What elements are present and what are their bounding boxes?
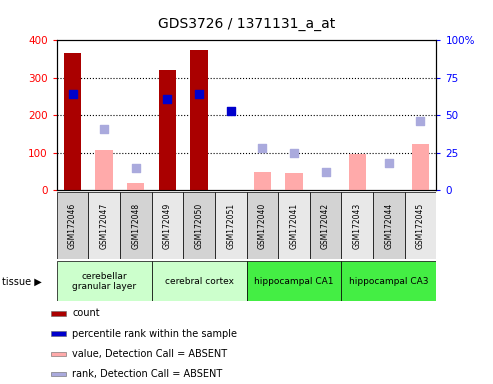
Bar: [373, 192, 405, 259]
Point: [195, 91, 203, 97]
Text: GSM172044: GSM172044: [385, 202, 393, 249]
Bar: [96, 150, 113, 190]
Bar: [127, 183, 144, 190]
Bar: [88, 192, 120, 259]
Bar: [246, 261, 341, 301]
Point: [100, 126, 108, 132]
Text: hippocampal CA1: hippocampal CA1: [254, 277, 334, 286]
Point: [417, 118, 424, 124]
Bar: [64, 53, 81, 190]
Bar: [51, 331, 66, 336]
Bar: [152, 261, 246, 301]
Point: [321, 169, 329, 175]
Text: GSM172048: GSM172048: [131, 202, 141, 249]
Bar: [253, 172, 271, 190]
Bar: [183, 192, 215, 259]
Text: hippocampal CA3: hippocampal CA3: [349, 277, 428, 286]
Bar: [341, 261, 436, 301]
Text: value, Detection Call = ABSENT: value, Detection Call = ABSENT: [72, 349, 227, 359]
Text: GSM172043: GSM172043: [352, 202, 362, 249]
Text: percentile rank within the sample: percentile rank within the sample: [72, 329, 237, 339]
Bar: [190, 50, 208, 190]
Bar: [310, 192, 341, 259]
Bar: [405, 192, 436, 259]
Text: GDS3726 / 1371131_a_at: GDS3726 / 1371131_a_at: [158, 17, 335, 31]
Bar: [57, 192, 88, 259]
Text: cerebellar
granular layer: cerebellar granular layer: [72, 271, 136, 291]
Bar: [159, 70, 176, 190]
Bar: [341, 192, 373, 259]
Bar: [120, 192, 152, 259]
Point: [132, 164, 140, 170]
Bar: [278, 192, 310, 259]
Point: [290, 149, 298, 156]
Text: GSM172042: GSM172042: [321, 202, 330, 249]
Bar: [246, 192, 278, 259]
Text: cerebral cortex: cerebral cortex: [165, 277, 234, 286]
Bar: [285, 173, 303, 190]
Text: GSM172049: GSM172049: [163, 202, 172, 249]
Text: GSM172040: GSM172040: [258, 202, 267, 249]
Bar: [51, 311, 66, 316]
Point: [69, 91, 76, 97]
Text: rank, Detection Call = ABSENT: rank, Detection Call = ABSENT: [72, 369, 222, 379]
Text: count: count: [72, 308, 100, 318]
Point: [385, 160, 393, 166]
Bar: [412, 144, 429, 190]
Point: [164, 96, 172, 102]
Text: GSM172041: GSM172041: [289, 202, 298, 249]
Text: GSM172046: GSM172046: [68, 202, 77, 249]
Bar: [51, 351, 66, 356]
Text: GSM172050: GSM172050: [195, 202, 204, 249]
Bar: [349, 154, 366, 190]
Text: GSM172045: GSM172045: [416, 202, 425, 249]
Bar: [51, 372, 66, 376]
Point: [227, 108, 235, 114]
Text: GSM172047: GSM172047: [100, 202, 108, 249]
Point: [258, 145, 266, 151]
Text: tissue ▶: tissue ▶: [2, 276, 42, 286]
Bar: [152, 192, 183, 259]
Text: GSM172051: GSM172051: [226, 202, 235, 249]
Bar: [215, 192, 246, 259]
Bar: [57, 261, 152, 301]
